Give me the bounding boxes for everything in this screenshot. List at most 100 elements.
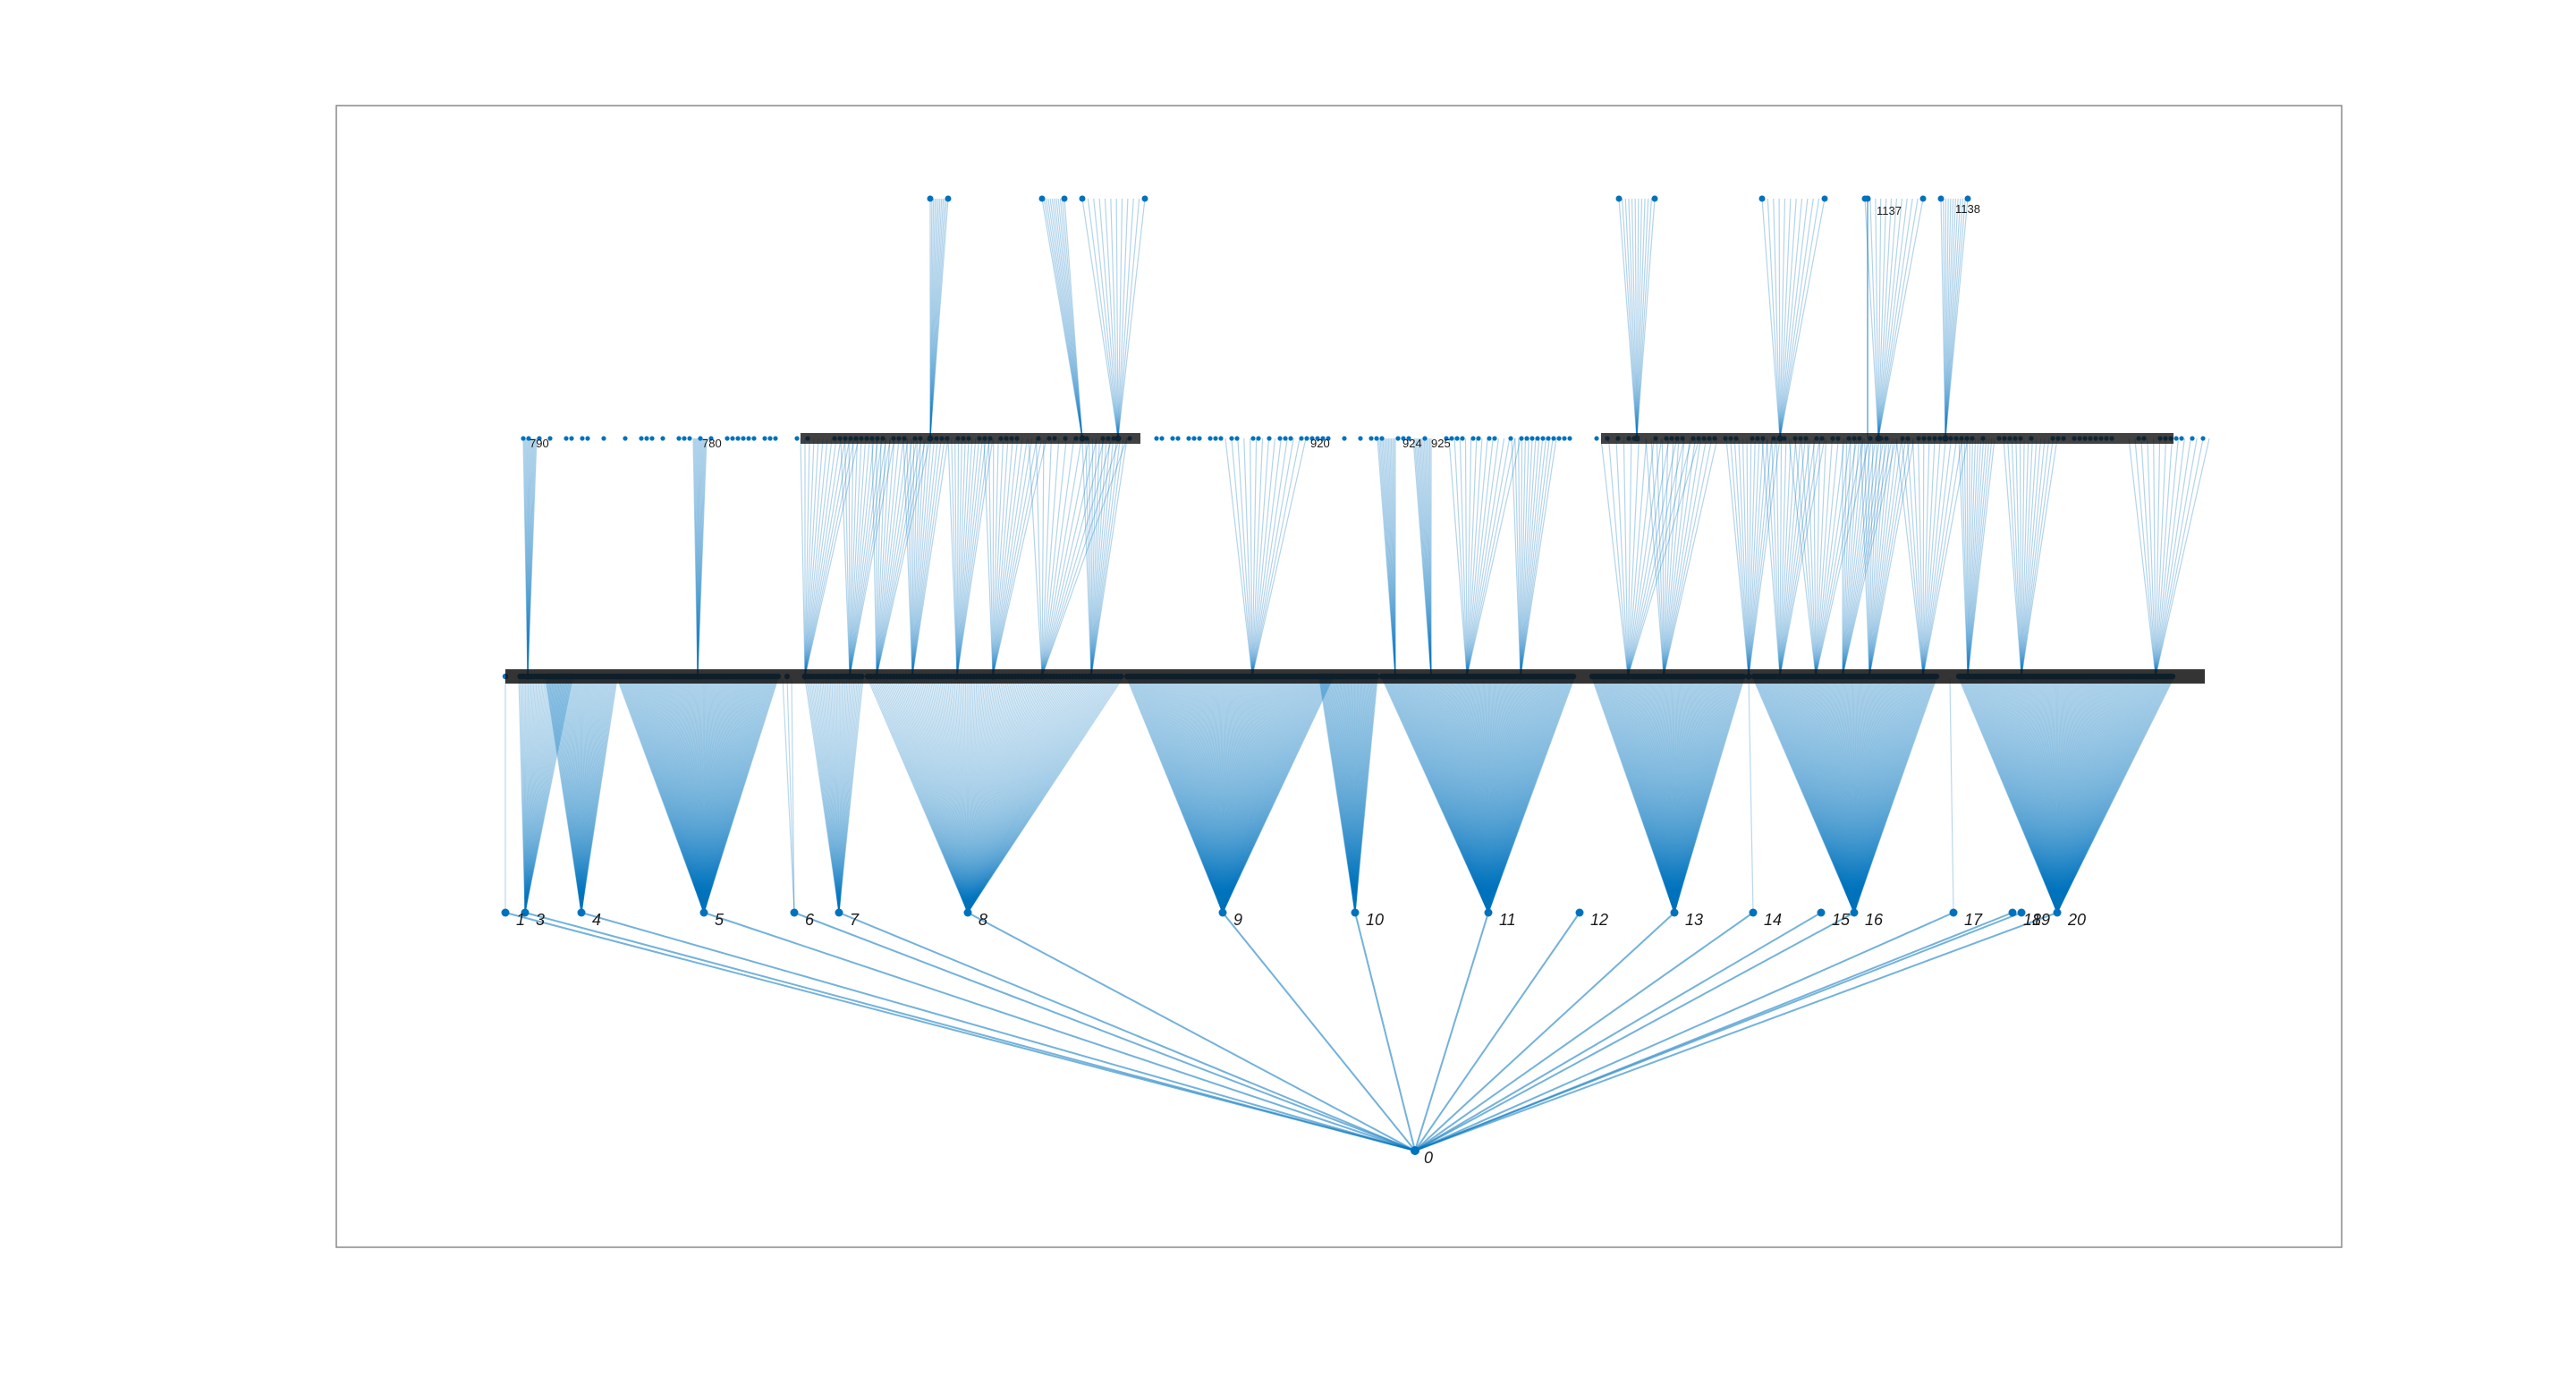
level3-node — [1508, 436, 1513, 440]
level3-node — [762, 436, 767, 440]
level3-node — [746, 436, 750, 440]
edge-level2-to-level3 — [1868, 438, 1869, 676]
level3-node — [601, 436, 606, 440]
level3-node — [1374, 436, 1378, 440]
level1-label-15: 15 — [1832, 911, 1851, 929]
level3-node — [2174, 436, 2178, 440]
level2-label-band — [505, 669, 2205, 684]
level1-label-20: 20 — [2067, 911, 2086, 929]
level3-node — [1154, 436, 1158, 440]
level3-node — [1487, 436, 1491, 440]
level3-node — [1213, 436, 1217, 440]
level3-node — [735, 436, 740, 440]
level3-node — [1379, 436, 1384, 440]
level1-node-20 — [2054, 909, 2062, 917]
level3-node — [1519, 436, 1523, 440]
level3-node — [1395, 436, 1400, 440]
level3-node — [794, 436, 799, 440]
level3-node — [751, 436, 756, 440]
level3-node — [1530, 436, 1534, 440]
level3-node — [1454, 436, 1459, 440]
level3-node — [1304, 436, 1309, 440]
level3-node — [687, 436, 691, 440]
level1-node-16 — [1851, 909, 1859, 917]
level3-node — [1170, 436, 1174, 440]
level1-label-16: 16 — [1865, 911, 1884, 929]
level3-node — [1250, 436, 1255, 440]
root-label: 0 — [1424, 1149, 1433, 1167]
level3-node — [644, 436, 648, 440]
level3-node — [660, 436, 665, 440]
level1-label-3: 3 — [536, 911, 545, 929]
level3-node — [649, 436, 654, 440]
level1-label-19: 19 — [2032, 911, 2050, 929]
level3-node — [1159, 436, 1164, 440]
level3-node — [767, 436, 772, 440]
level1-label-4: 4 — [592, 911, 601, 929]
edge-level2-to-level3 — [849, 438, 850, 676]
level3-node — [1288, 436, 1292, 440]
level1-node-5 — [700, 909, 708, 917]
level4-node — [1652, 196, 1658, 202]
level3-node — [1492, 436, 1496, 440]
level3-node — [1594, 436, 1598, 440]
level3-node — [741, 436, 745, 440]
level3-node — [1540, 436, 1545, 440]
level1-node-13 — [1671, 909, 1679, 917]
level3-node — [623, 436, 627, 440]
level3-label-924: 924 — [1402, 437, 1422, 450]
level4-label-1138: 1138 — [1955, 202, 1980, 216]
level3-node — [724, 436, 729, 440]
level4-node — [1062, 196, 1068, 202]
level1-node-18 — [2009, 909, 2017, 917]
level4-node — [1965, 196, 1971, 202]
level3-node — [1546, 436, 1550, 440]
level1-node-6 — [791, 909, 799, 917]
level1-label-17: 17 — [1964, 911, 1983, 929]
level3-node — [564, 436, 568, 440]
root-node — [1411, 1146, 1419, 1155]
level3-node — [1267, 436, 1271, 440]
level1-node-7 — [835, 909, 843, 917]
level3-node — [1422, 436, 1427, 440]
level3-node — [1342, 436, 1346, 440]
level3-node — [773, 436, 777, 440]
level3-node — [1208, 436, 1212, 440]
level1-label-14: 14 — [1764, 911, 1782, 929]
level3-node — [639, 436, 643, 440]
level3-node — [1218, 436, 1223, 440]
level4-node — [1039, 196, 1046, 202]
level3-node — [1567, 436, 1572, 440]
level3-node — [521, 436, 525, 440]
level3-node — [1535, 436, 1539, 440]
level3-node — [1562, 436, 1566, 440]
level3-node — [1368, 436, 1373, 440]
level3-node — [580, 436, 584, 440]
level3-node — [1551, 436, 1555, 440]
level1-label-10: 10 — [1366, 911, 1384, 929]
level1-label-1: 1 — [516, 911, 525, 929]
level4-node — [1759, 196, 1766, 202]
level4-node — [1616, 196, 1623, 202]
level4-node — [945, 196, 952, 202]
level3-label-band — [1601, 433, 2174, 444]
level3-node — [1186, 436, 1191, 440]
level1-node-4 — [578, 909, 586, 917]
level3-node — [2190, 436, 2194, 440]
level3-node — [1197, 436, 1201, 440]
level3-node — [1524, 436, 1529, 440]
level1-label-5: 5 — [715, 911, 724, 929]
level4-node — [1920, 196, 1927, 202]
level3-node — [1256, 436, 1260, 440]
level3-node — [1470, 436, 1475, 440]
level1-node-15 — [1818, 909, 1826, 917]
level4-node — [1938, 196, 1945, 202]
level3-node — [1277, 436, 1282, 440]
level1-node-11 — [1485, 909, 1493, 917]
level1-label-11: 11 — [1499, 911, 1516, 929]
level1-node-1 — [502, 909, 510, 917]
level4-node — [1080, 196, 1086, 202]
level3-node — [2200, 436, 2205, 440]
level1-node-9 — [1219, 909, 1227, 917]
